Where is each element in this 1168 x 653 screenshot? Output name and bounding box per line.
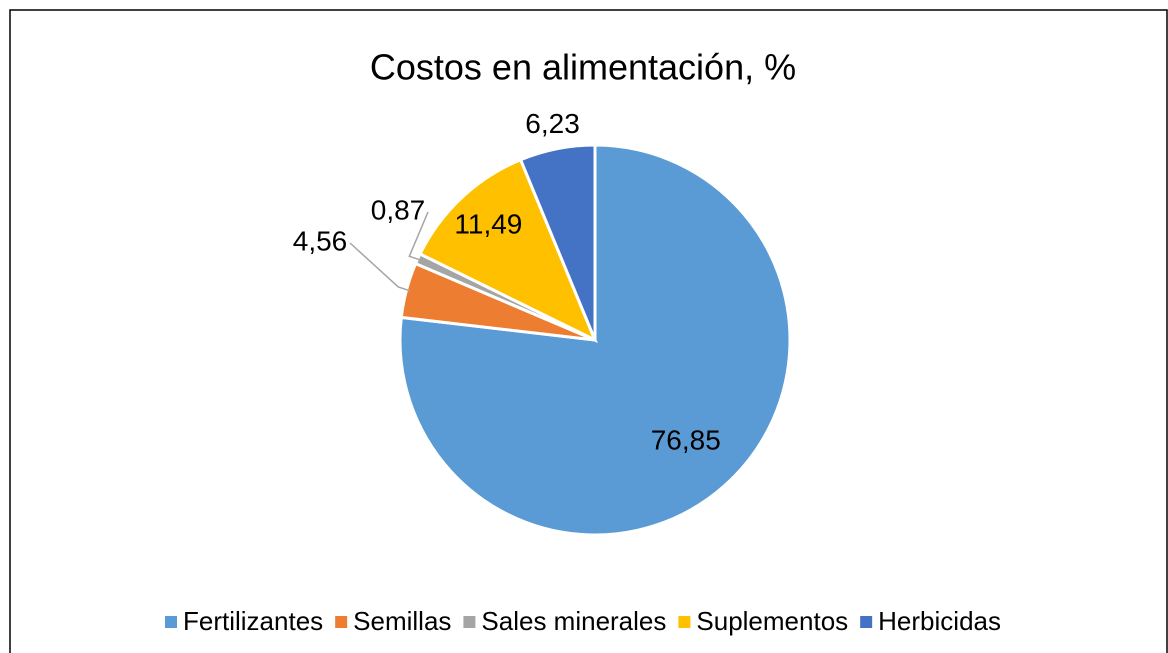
legend-marker <box>860 616 873 628</box>
data-label: 11,49 <box>454 209 522 240</box>
data-label: 0,87 <box>371 194 426 225</box>
pie-slice <box>398 143 792 537</box>
legend-marker <box>463 616 476 628</box>
legend-label: Semillas <box>353 606 451 636</box>
chart-title: Costos en alimentación, % <box>370 47 796 88</box>
legend-label: Suplementos <box>696 606 848 636</box>
legend-marker <box>335 616 348 628</box>
leader-line <box>349 242 411 292</box>
legend-marker <box>678 616 691 628</box>
legend-label: Fertilizantes <box>183 606 323 636</box>
legend-label: Herbicidas <box>878 606 1001 636</box>
leader-line <box>408 211 429 262</box>
data-label: 76,85 <box>651 424 721 455</box>
pie-slice <box>518 143 597 341</box>
pie-slice <box>418 157 598 344</box>
legend-label: Sales minerales <box>481 606 666 636</box>
data-label: 4,56 <box>293 225 348 256</box>
legend-marker <box>165 616 178 628</box>
data-label: 6,23 <box>525 108 580 139</box>
